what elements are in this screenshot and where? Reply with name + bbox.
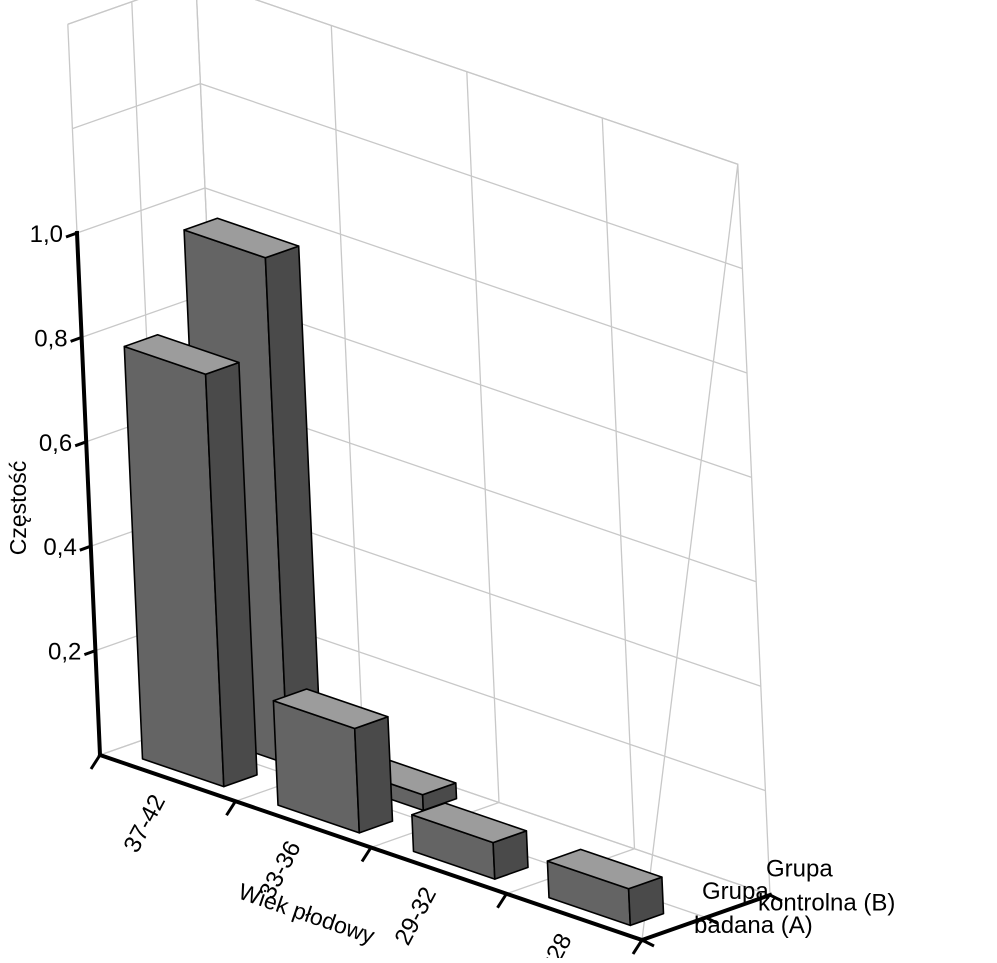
- series-label: badana (A): [694, 912, 813, 939]
- bar-Grupa badana (A)-29-32: [411, 802, 529, 880]
- x-tick-label: <28: [535, 929, 578, 958]
- bar-side-face: [353, 715, 394, 834]
- depth-tick: [769, 893, 783, 903]
- gridline-backwall-vertical: [466, 71, 500, 803]
- x-tick-label: 29-32: [389, 883, 442, 950]
- bar-top-face: [411, 802, 528, 844]
- x-tick: [496, 892, 508, 909]
- bar-top-face: [123, 333, 240, 376]
- x-tick-label: 33-36: [254, 837, 307, 904]
- bar-Grupa badana (A)-33-36: [272, 688, 394, 834]
- y-axis-title: Częstość: [5, 461, 31, 556]
- series-label: Grupa: [702, 878, 769, 905]
- y-tick-label: 0,2: [48, 639, 81, 666]
- x-tick: [89, 754, 102, 770]
- y-tick: [65, 231, 78, 239]
- bars-layer: [123, 217, 665, 927]
- y-axis-line: [74, 230, 103, 758]
- x-tick: [225, 800, 237, 817]
- x-tick-label: 37-42: [118, 790, 171, 857]
- y-tick-label: 0,8: [34, 325, 67, 352]
- gridline-wall-edge: [67, 0, 739, 941]
- bar-top-face: [183, 217, 300, 259]
- x-tick: [360, 846, 373, 863]
- bar-Grupa badana (A)-37-42: [123, 333, 258, 788]
- y-tick: [79, 544, 92, 552]
- y-tick-label: 0,6: [39, 430, 72, 457]
- series-label: Grupa: [766, 855, 833, 882]
- gridline-backwall-vertical: [330, 25, 365, 757]
- gridline-backwall-vertical: [601, 117, 636, 849]
- y-tick: [74, 440, 87, 448]
- bar-top-face: [272, 688, 389, 730]
- bar-Grupa badana (A)-<28: [546, 848, 665, 927]
- y-tick-label: 0,4: [43, 534, 76, 561]
- y-tick: [83, 649, 96, 657]
- axes-layer: [65, 230, 783, 955]
- depth-tick: [641, 938, 655, 948]
- depth-tick: [705, 916, 719, 925]
- bar-top-face: [546, 848, 663, 890]
- series-label: kontrolna (B): [758, 889, 895, 916]
- y-tick-label: 1,0: [30, 221, 63, 248]
- gridline-backwall-vertical: [737, 164, 771, 896]
- gridline-value: [72, 82, 743, 270]
- y-tick: [70, 335, 83, 343]
- x-tick: [631, 939, 644, 955]
- gridline-value: [67, 0, 739, 165]
